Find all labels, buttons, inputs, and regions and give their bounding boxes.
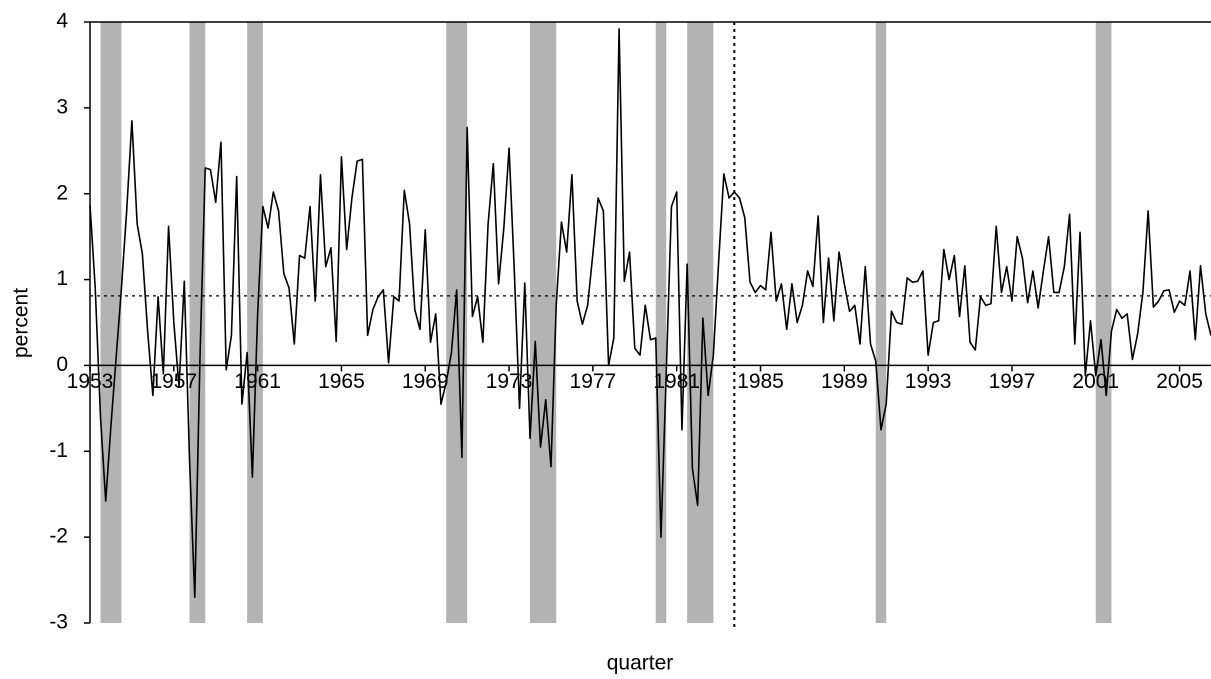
x-tick-label: 1961 bbox=[234, 370, 281, 393]
x-tick-label: 1981 bbox=[653, 370, 700, 393]
x-tick-label: 1985 bbox=[737, 370, 784, 393]
x-tick-label: 2005 bbox=[1156, 370, 1203, 393]
x-tick-label: 1953 bbox=[67, 370, 114, 393]
shaded-period bbox=[1095, 22, 1112, 623]
shaded-period bbox=[446, 22, 468, 623]
x-tick-label: 1973 bbox=[486, 370, 533, 393]
data-line bbox=[89, 28, 1211, 599]
shaded-period bbox=[100, 22, 122, 623]
shaded-period bbox=[875, 22, 887, 623]
shaded-period bbox=[530, 22, 557, 623]
y-tick-label: -1 bbox=[49, 439, 68, 462]
x-axis-title: quarter bbox=[607, 652, 674, 675]
x-tick-label: 1965 bbox=[318, 370, 365, 393]
x-tick-label: 1977 bbox=[570, 370, 617, 393]
shaded-period bbox=[687, 22, 714, 623]
y-tick-label: 4 bbox=[56, 10, 68, 33]
x-tick-label: 1993 bbox=[905, 370, 952, 393]
x-tick-label: 1969 bbox=[402, 370, 449, 393]
shaded-period bbox=[189, 22, 206, 623]
y-tick-label: -2 bbox=[49, 525, 68, 548]
y-tick-label: 3 bbox=[56, 95, 68, 118]
y-tick-label: 0 bbox=[56, 353, 68, 376]
x-tick-label: 1957 bbox=[150, 370, 197, 393]
x-tick-label: 1989 bbox=[821, 370, 868, 393]
shaded-period bbox=[655, 22, 667, 623]
y-tick-label: -3 bbox=[49, 611, 68, 634]
x-tick-label: 1997 bbox=[989, 370, 1036, 393]
shaded-period bbox=[247, 22, 263, 623]
y-tick-label: 1 bbox=[56, 267, 68, 290]
y-axis-title: percent bbox=[10, 288, 33, 358]
y-tick-label: 2 bbox=[56, 181, 68, 204]
